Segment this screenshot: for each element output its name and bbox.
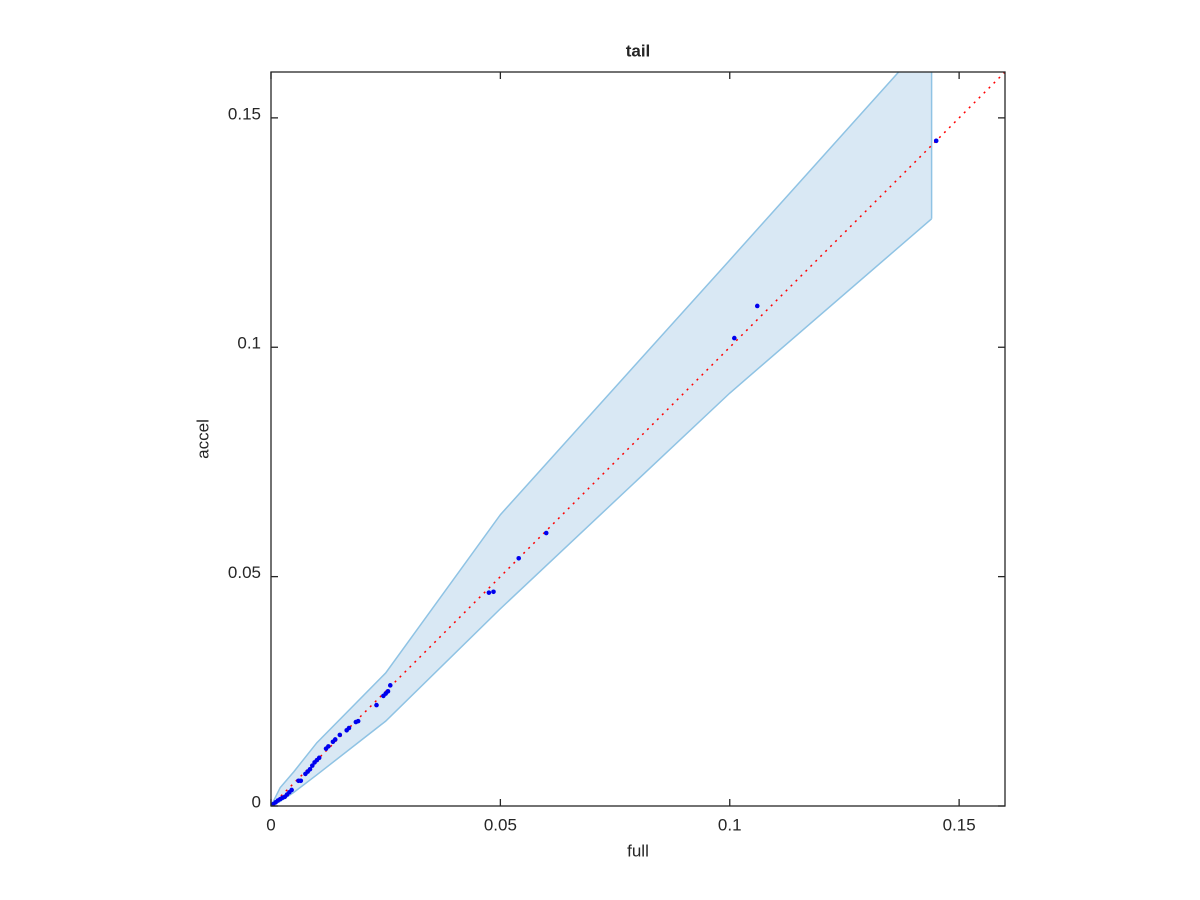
x-tick-label: 0.05 bbox=[484, 815, 517, 834]
axes-box bbox=[270, 71, 1006, 807]
x-tick-label: 0 bbox=[266, 815, 275, 834]
data-point bbox=[381, 693, 386, 699]
data-point bbox=[353, 719, 359, 725]
y-tick-label: 0.05 bbox=[228, 563, 261, 582]
data-point bbox=[330, 739, 336, 745]
data-point bbox=[543, 530, 549, 536]
data-point bbox=[516, 555, 522, 561]
chart-title: tail bbox=[626, 41, 651, 60]
data-point bbox=[344, 728, 349, 733]
data-point bbox=[486, 590, 492, 595]
band-upper-edge bbox=[271, 72, 900, 806]
data-point bbox=[387, 683, 393, 688]
x-axis-label: full bbox=[627, 841, 649, 860]
y-axis-label: accel bbox=[193, 419, 212, 459]
data-point bbox=[309, 763, 315, 768]
x-tick-label: 0.15 bbox=[943, 815, 976, 834]
data-point bbox=[323, 746, 329, 751]
axes-layer: 0 0.05 0.1 0.15 0 0.05 0.1 0.15 bbox=[228, 71, 1006, 834]
data-point bbox=[491, 589, 496, 595]
data-point bbox=[732, 335, 737, 341]
y-tick-label: 0 bbox=[252, 792, 261, 811]
y-tick-label: 0.1 bbox=[237, 334, 261, 353]
data-point bbox=[337, 732, 343, 738]
data-point bbox=[312, 760, 317, 765]
confidence-band bbox=[271, 72, 932, 806]
y-tick-label: 0.15 bbox=[228, 104, 261, 123]
plot-layer bbox=[271, 72, 1005, 806]
x-tick-label: 0.1 bbox=[718, 815, 742, 834]
data-point bbox=[296, 778, 301, 784]
data-point bbox=[374, 702, 379, 708]
data-point bbox=[754, 303, 760, 309]
data-point bbox=[303, 771, 308, 777]
reference-line bbox=[271, 72, 1005, 806]
data-point bbox=[933, 138, 939, 144]
data-point bbox=[271, 803, 275, 806]
